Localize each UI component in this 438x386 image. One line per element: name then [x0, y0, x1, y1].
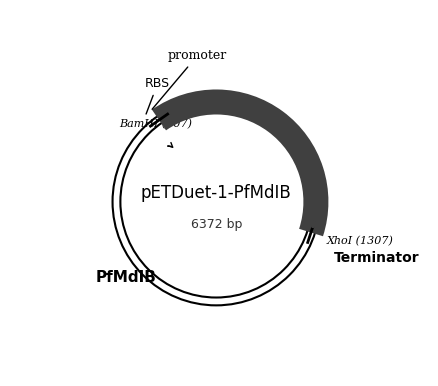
Text: PfMdIB: PfMdIB — [95, 269, 156, 284]
Text: XhoI (1307): XhoI (1307) — [325, 236, 392, 246]
Text: 6372 bp: 6372 bp — [190, 218, 241, 231]
Text: BamHI (107): BamHI (107) — [119, 119, 192, 129]
Text: promoter: promoter — [152, 49, 226, 109]
Text: Terminator: Terminator — [333, 251, 418, 264]
Text: RBS: RBS — [145, 77, 170, 114]
Text: pETDuet-1-PfMdIB: pETDuet-1-PfMdIB — [141, 184, 291, 202]
